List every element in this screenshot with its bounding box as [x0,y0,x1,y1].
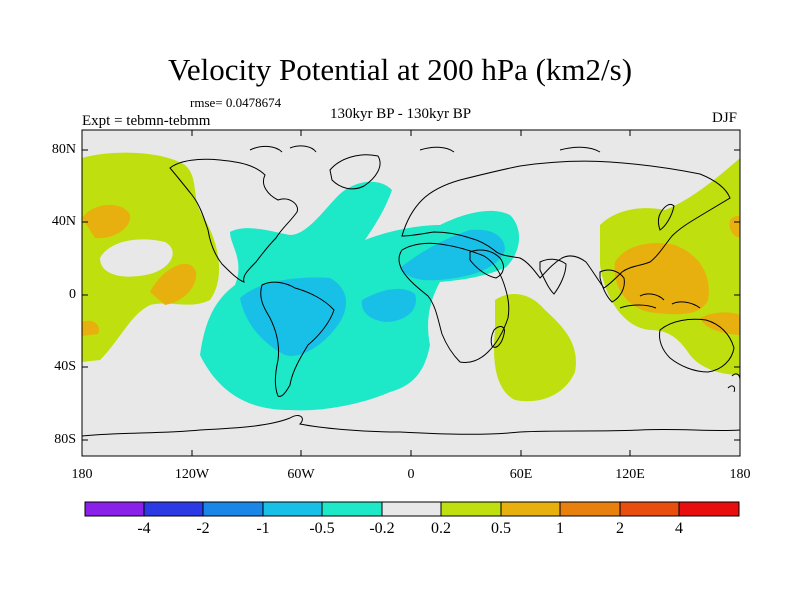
coast-greenland [329,154,381,190]
colorbar-box-9 [619,501,680,517]
coast-madagascar [490,326,505,348]
colorbar-box-1 [143,501,204,517]
lon-label: 120W [174,467,210,482]
coast-eurasia [401,160,731,289]
colorbar [84,501,740,517]
coast-south-america [260,281,335,397]
rmse-label: rmse= 0.0478674 [190,95,282,110]
central-pacific-orange-patch [150,263,197,305]
colorbar-label: 0.2 [431,520,451,537]
colorbar-box-4 [321,501,383,517]
east-edge-orange-patch [700,312,740,335]
coast-india [539,258,567,295]
lon-label: 60W [287,467,315,482]
colorbar-box-10 [678,501,740,517]
plot-title: Velocity Potential at 200 hPa (km2/s) [167,52,633,87]
experiment-label: Expt = tebmn-tebmm [82,113,211,129]
colorbar-box-0 [84,501,145,517]
coast-antarctica [82,415,740,437]
west-pacific-orange-core [614,243,709,315]
lat-label: 40N [51,214,76,229]
lon-label: 180 [71,467,93,482]
mid-atlantic-negative-patch [361,288,416,322]
colorbar-box-8 [559,501,621,517]
lat-label: 0 [69,287,76,302]
colorbar-box-6 [440,501,502,517]
coast-north-america [169,158,299,283]
colorbar-label: 4 [675,520,683,537]
colorbar-label: 2 [616,520,624,537]
season-label: DJF [712,110,738,126]
region-atlantic-negative [200,181,520,411]
coast-japan [658,203,675,231]
region-south-america-negative [240,277,346,356]
north-edge-orange-patch [729,215,740,238]
colorbar-label: -4 [137,520,151,537]
lon-label: 180 [729,467,751,482]
axis-ticks [82,130,740,456]
colorbar-label: 1 [556,520,564,537]
lon-label: 0 [407,467,415,482]
colorbar-label: -0.5 [309,520,335,537]
coast-arabia [469,249,504,279]
lat-label: 80S [54,432,76,447]
colorbar-box-7 [500,501,561,517]
lat-label: 40S [54,359,76,374]
lon-label: 120E [615,467,645,482]
region-middle-east-negative [400,229,505,281]
colorbar-box-3 [262,501,323,517]
period-label: 130kyr BP - 130kyr BP [330,106,472,122]
lon-label: 60E [509,467,533,482]
colorbar-label: -1 [256,520,270,537]
north-pacific-white-hole [100,239,173,277]
north-pacific-orange-patch [82,204,131,239]
coast-australia [659,318,735,373]
coast-indonesia [619,293,701,309]
coastlines [82,145,740,437]
coast-arctic-islands [249,145,601,153]
region-indian-ocean-positive [494,294,576,402]
colorbar-box-5 [381,501,442,517]
lat-label: 80N [51,142,76,157]
coast-southeast-asia [599,269,625,303]
colorbar-box-2 [202,501,264,517]
colorbar-label: 0.5 [491,520,511,537]
colorbar-label: -2 [196,520,210,537]
colorbar-label: -0.2 [369,520,395,537]
east-pacific-orange-patch [82,320,99,336]
